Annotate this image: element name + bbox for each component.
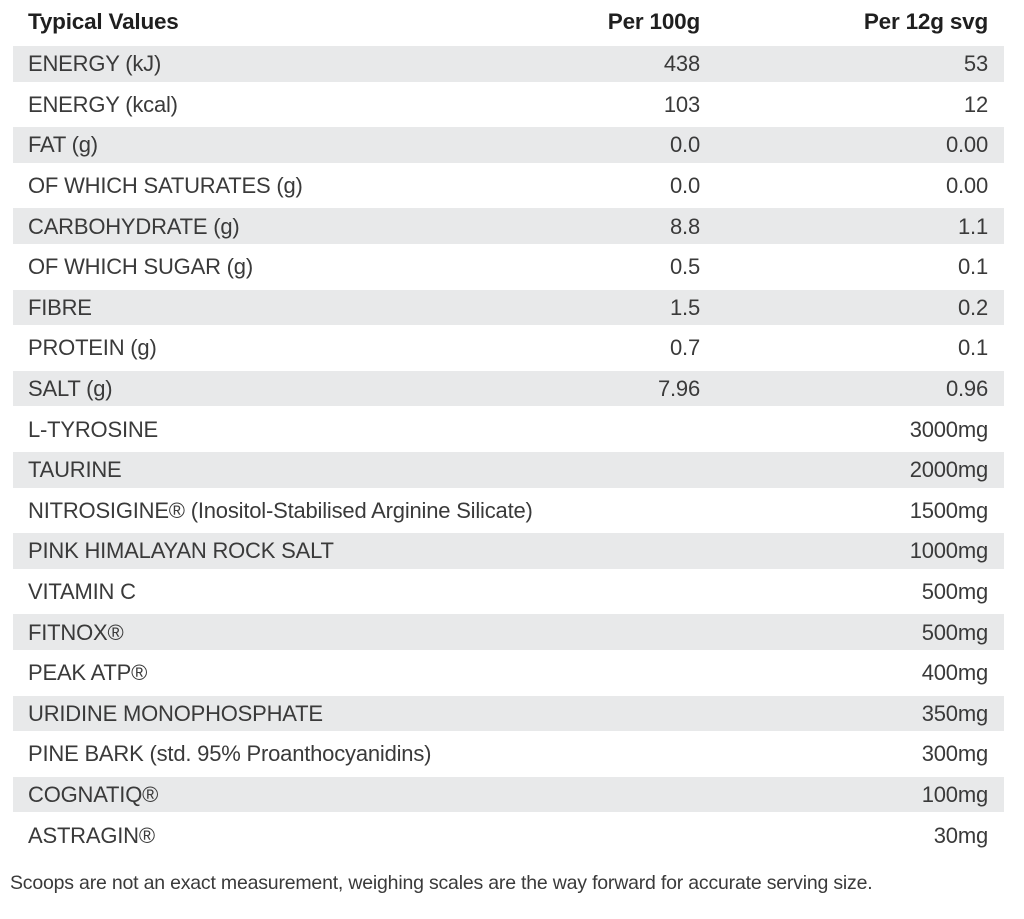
row-label: NITROSIGINE® (Inositol-Stabilised Argini… [28, 497, 533, 523]
table-row: FAT (g) 0.0 0.00 [13, 125, 1004, 166]
row-label: OF WHICH SATURATES (g) [28, 173, 303, 199]
table-row: ENERGY (kJ) 438 53 [13, 44, 1004, 85]
per-serving-value: 500mg [921, 579, 988, 605]
table-row: VITAMIN C 500mg [13, 572, 1004, 613]
row-label: COGNATIQ® [28, 781, 159, 807]
table-row: ENERGY (kcal) 103 12 [13, 85, 1004, 126]
table-row: NITROSIGINE® (Inositol-Stabilised Argini… [13, 491, 1004, 532]
per-serving-value: 0.1 [958, 254, 988, 280]
per-serving-value: 1500mg [909, 497, 989, 523]
row-label: URIDINE MONOPHOSPHATE [28, 700, 323, 726]
table-row: PROTEIN (g) 0.7 0.1 [13, 328, 1004, 369]
table-row: SALT (g) 7.96 0.96 [13, 368, 1004, 410]
per-serving-value: 100mg [921, 781, 988, 807]
per-serving-value: 0.1 [958, 335, 988, 361]
per-serving-value: 2000mg [909, 457, 989, 483]
row-label: FITNOX® [28, 619, 124, 645]
row-label: L-TYROSINE [28, 416, 159, 442]
per-serving-value: 0.00 [945, 173, 988, 199]
row-label: OF WHICH SUGAR (g) [28, 254, 253, 280]
row-label: ENERGY (kJ) [28, 51, 162, 77]
per-100g-value: 103 [663, 91, 700, 117]
table-row: FITNOX® 500mg [13, 612, 1004, 653]
per-serving-value: 53 [963, 51, 988, 77]
per-serving-value: 300mg [921, 741, 988, 767]
table-row: PINE BARK (std. 95% Proanthocyanidins) 30… [13, 734, 1004, 775]
table-row: FIBRE 1.5 0.2 [13, 287, 1004, 329]
footnote: Scoops are not an exact measurement, wei… [10, 871, 873, 894]
per-serving-value: 1000mg [909, 538, 989, 564]
row-label: TAURINE [28, 457, 122, 483]
per-serving-value: 0.00 [945, 132, 988, 158]
row-label: ENERGY (kcal) [28, 91, 178, 117]
row-label: PINE BARK (std. 95% Proanthocyanidins) [28, 741, 432, 767]
nutrition-panel: Typical Values Per 100g Per 12g svg ENER… [10, 0, 1004, 894]
table-row: CARBOHYDRATE (g) 8.8 1.1 [13, 206, 1004, 247]
row-label: PROTEIN (g) [28, 335, 157, 361]
table-row: L-TYROSINE 3000mg [13, 409, 1004, 450]
per-serving-value: 3000mg [909, 416, 989, 442]
row-label: SALT (g) [28, 376, 113, 402]
table-row: PEAK ATP® 400mg [13, 653, 1004, 694]
table-row: COGNATIQ® 100mg [13, 774, 1004, 816]
per-100g-value: 1.5 [670, 294, 700, 320]
header-typical-values: Typical Values [28, 8, 179, 34]
per-serving-value: 1.1 [958, 213, 988, 239]
per-serving-value: 0.96 [945, 376, 988, 402]
table-body: ENERGY (kJ) 438 53 ENERGY (kcal) 103 12 FAT (g… [13, 44, 1004, 856]
row-label: CARBOHYDRATE (g) [28, 213, 240, 239]
table-row: PINK HIMALAYAN ROCK SALT 1000mg [13, 531, 1004, 572]
row-label: FAT (g) [28, 132, 98, 158]
per-100g-value: 438 [663, 51, 700, 77]
per-100g-value: 0.0 [670, 132, 700, 158]
per-serving-value: 30mg [933, 822, 988, 848]
per-100g-value: 0.0 [670, 173, 700, 199]
table-row: OF WHICH SUGAR (g) 0.5 0.1 [13, 247, 1004, 288]
table-row: OF WHICH SATURATES (g) 0.0 0.00 [13, 166, 1004, 207]
table-row: URIDINE MONOPHOSPHATE 350mg [13, 693, 1004, 735]
table-row: ASTRAGIN® 30mg [13, 815, 1004, 856]
per-serving-value: 12 [963, 91, 988, 117]
per-serving-value: 350mg [921, 700, 988, 726]
row-label: PINK HIMALAYAN ROCK SALT [28, 538, 334, 564]
header-per-serving: Per 12g svg [863, 8, 988, 34]
table-row: TAURINE 2000mg [13, 449, 1004, 491]
per-100g-value: 0.7 [670, 335, 700, 361]
table-header-row: Typical Values Per 100g Per 12g svg [13, 0, 1004, 44]
per-100g-value: 7.96 [657, 376, 700, 402]
row-label: PEAK ATP® [28, 660, 148, 686]
per-serving-value: 500mg [921, 619, 988, 645]
row-label: ASTRAGIN® [28, 822, 155, 848]
per-100g-value: 8.8 [670, 213, 700, 239]
header-per-100g: Per 100g [607, 8, 700, 34]
row-label: FIBRE [28, 294, 92, 320]
per-serving-value: 400mg [921, 660, 988, 686]
row-label: VITAMIN C [28, 579, 136, 605]
per-100g-value: 0.5 [670, 254, 700, 280]
per-serving-value: 0.2 [958, 294, 988, 320]
typical-values-table: Typical Values Per 100g Per 12g svg ENER… [13, 0, 1004, 856]
